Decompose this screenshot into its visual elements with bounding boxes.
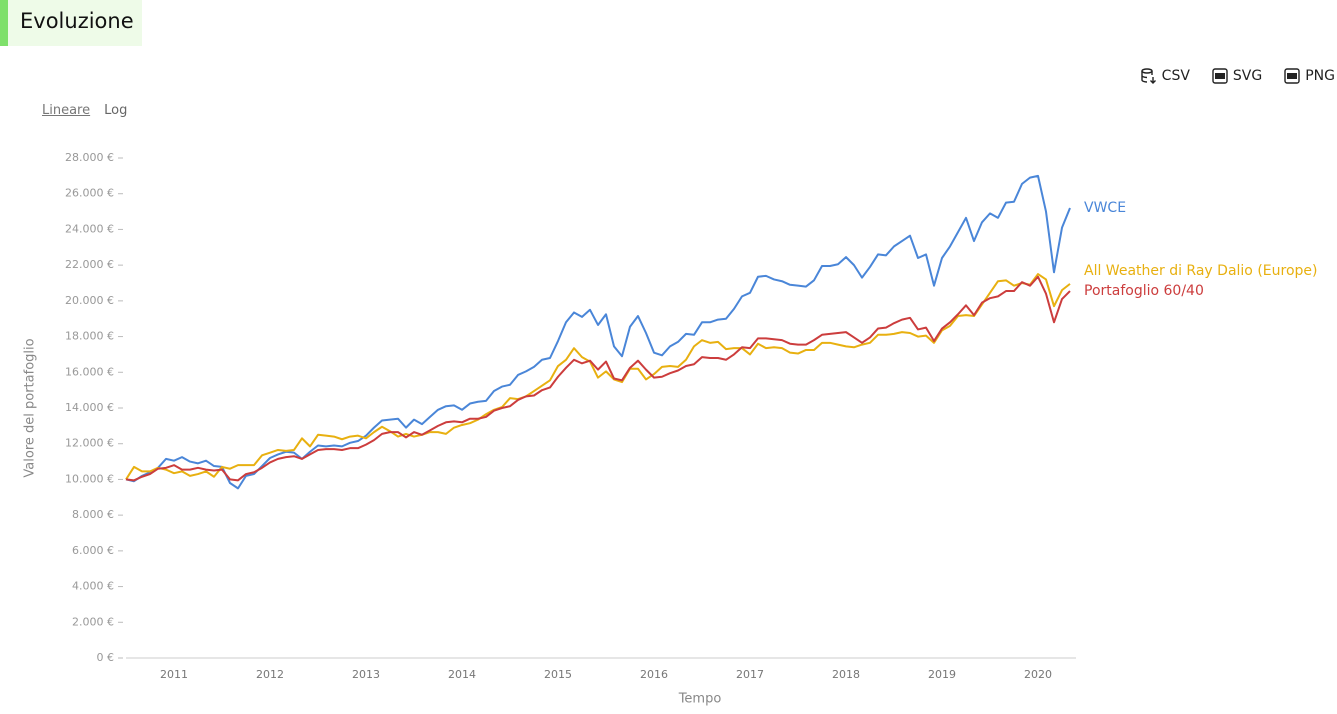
x-tick-label: 2013 bbox=[352, 668, 380, 681]
y-tick-label: 4.000 € bbox=[72, 580, 114, 593]
series-label: All Weather di Ray Dalio (Europe) bbox=[1084, 263, 1317, 279]
x-tick-label: 2015 bbox=[544, 668, 572, 681]
y-tick-label: 12.000 € bbox=[65, 437, 114, 450]
y-tick-label: 2.000 € bbox=[72, 615, 114, 628]
export-csv[interactable]: CSV bbox=[1140, 68, 1190, 84]
y-tick-label: 6.000 € bbox=[72, 544, 114, 557]
section-header: Evoluzione bbox=[0, 0, 142, 46]
y-tick-label: 22.000 € bbox=[65, 258, 114, 271]
scale-toggle: Lineare Log bbox=[42, 103, 127, 118]
y-tick-label: 28.000 € bbox=[65, 151, 114, 164]
icon bbox=[1140, 68, 1156, 84]
scale-linear[interactable]: Lineare bbox=[42, 103, 91, 118]
y-tick-label: 18.000 € bbox=[65, 330, 114, 343]
icon bbox=[1212, 68, 1228, 84]
button-label: SVG bbox=[1232, 68, 1263, 84]
y-tick-label: 24.000 € bbox=[65, 222, 114, 235]
y-tick-label: 10.000 € bbox=[65, 472, 114, 485]
series-line bbox=[125, 275, 1071, 482]
scale-log[interactable]: Log bbox=[104, 103, 128, 118]
series-label: Portafoglio 60/40 bbox=[1084, 283, 1204, 299]
x-tick-label: 2014 bbox=[448, 668, 476, 681]
x-tick-label: 2017 bbox=[736, 668, 764, 681]
x-tick-label: 2016 bbox=[640, 668, 668, 681]
x-tick-label: 2018 bbox=[832, 668, 860, 681]
toolbar: CSV SVG PNG bbox=[1140, 68, 1335, 84]
y-tick-label: 14.000 € bbox=[65, 401, 114, 414]
y-tick-label: 16.000 € bbox=[65, 365, 114, 378]
y-tick-label: 0 € bbox=[97, 651, 115, 664]
y-tick-label: 26.000 € bbox=[65, 187, 114, 200]
button-label: PNG bbox=[1305, 68, 1335, 84]
icon bbox=[1284, 68, 1300, 84]
y-tick-label: 20.000 € bbox=[65, 294, 114, 307]
series-line bbox=[125, 273, 1071, 480]
export-png[interactable]: PNG bbox=[1284, 68, 1335, 84]
y-axis-title: Valore del portafoglio bbox=[23, 338, 38, 477]
series-label: VWCE bbox=[1084, 200, 1126, 216]
x-tick-label: 2019 bbox=[928, 668, 956, 681]
x-tick-label: 2011 bbox=[160, 668, 188, 681]
series-line bbox=[125, 174, 1071, 490]
section-title: Evoluzione bbox=[20, 9, 134, 33]
x-axis-title: Tempo bbox=[678, 692, 722, 707]
button-label: CSV bbox=[1161, 68, 1190, 84]
export-svg[interactable]: SVG bbox=[1212, 68, 1262, 84]
x-tick-label: 2012 bbox=[256, 668, 284, 681]
y-tick-label: 8.000 € bbox=[72, 508, 114, 521]
x-tick-label: 2020 bbox=[1024, 668, 1052, 681]
